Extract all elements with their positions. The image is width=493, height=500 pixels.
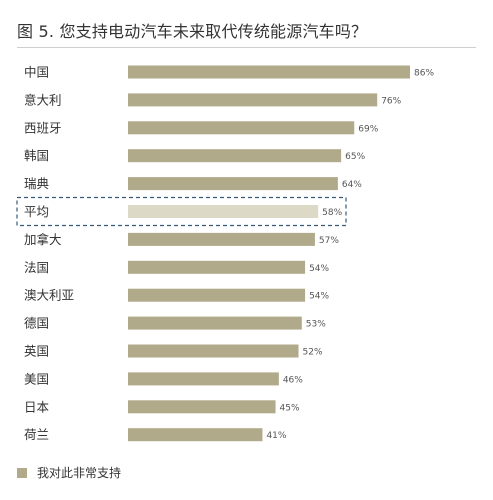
category-label: 加拿大 [24, 232, 62, 247]
value-label: 46% [283, 375, 303, 385]
bar [128, 65, 410, 79]
highlight-box [16, 196, 347, 227]
category-label: 瑞典 [24, 176, 49, 191]
category-label: 西班牙 [24, 120, 62, 135]
category-label: 日本 [24, 399, 50, 414]
bar-chart: 中国 86% 意大利 76% 西班牙 69% 韩国 65% 瑞典 64% 平均 58% 加拿大 57% 法国… [16, 65, 434, 442]
category-label: 中国 [24, 65, 49, 80]
value-label: 53% [306, 320, 326, 330]
value-label: 86% [414, 69, 434, 79]
bar [128, 149, 342, 163]
bar [128, 177, 338, 191]
value-label: 57% [319, 236, 339, 246]
bar [128, 205, 319, 218]
value-label: 64% [342, 180, 362, 190]
chart-title: 图 5. 您支持电动汽车未来取代传统能源汽车吗？ [17, 22, 368, 41]
value-label: 41% [266, 431, 286, 441]
legend-label: 我对此非常支持 [37, 466, 122, 480]
bar [128, 260, 306, 274]
bar [128, 372, 279, 386]
category-label: 澳大利亚 [24, 288, 74, 303]
category-label: 英国 [24, 344, 49, 359]
legend-swatch [17, 467, 27, 478]
legend: 我对此非常支持 [17, 464, 121, 481]
bar [128, 93, 378, 107]
bar [128, 428, 263, 442]
bar [128, 232, 315, 246]
value-label: 65% [345, 152, 365, 162]
value-label: 52% [303, 348, 323, 358]
value-label: 45% [280, 403, 300, 413]
bar [128, 316, 302, 330]
category-label: 法国 [24, 260, 49, 275]
category-label: 荷兰 [24, 427, 49, 442]
value-label: 58% [322, 208, 342, 218]
bar [128, 400, 276, 414]
bar [128, 344, 299, 358]
bar [128, 121, 355, 135]
value-label: 69% [358, 124, 378, 134]
category-label: 美国 [24, 371, 49, 386]
category-label: 意大利 [24, 92, 62, 107]
value-label: 76% [381, 96, 401, 106]
value-label: 54% [309, 292, 329, 302]
category-label: 德国 [24, 316, 49, 331]
category-label: 韩国 [24, 148, 49, 163]
bar [128, 288, 306, 302]
title-divider [17, 47, 476, 48]
value-label: 54% [309, 264, 329, 274]
category-label: 平均 [24, 204, 49, 219]
